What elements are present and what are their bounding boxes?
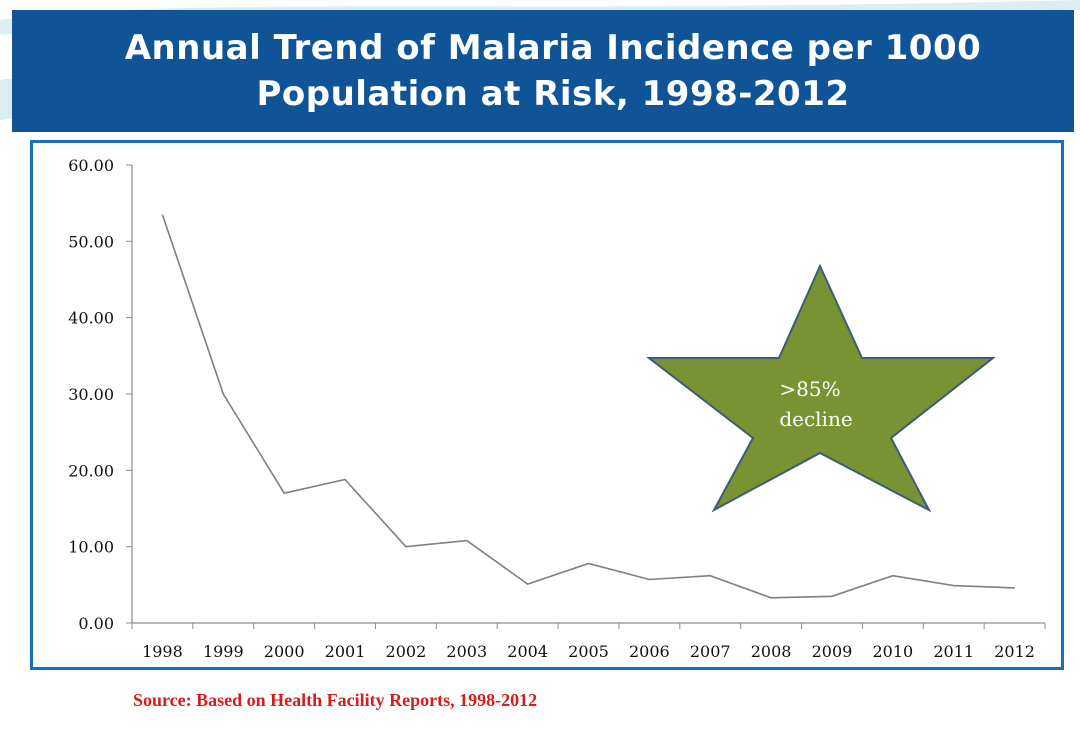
chart-frame: 0.00 10.00 20.00 30.00 40.00 50.00 60.00 1998 1…	[30, 140, 1064, 670]
y-tick-label: 60.00	[68, 156, 114, 175]
decline-star-annotation: >85% decline	[646, 263, 996, 513]
x-tick-label: 2006	[629, 642, 670, 661]
star-shape	[646, 263, 996, 513]
series-line	[161, 214, 1015, 599]
y-tick-label: 40.00	[68, 309, 114, 328]
x-axis-ticks: 1998 1999 2000 2001 2002 2003 2004 2005 2006 2007…	[131, 623, 1046, 661]
y-tick-label: 10.00	[68, 538, 114, 557]
x-tick-label: 2010	[872, 642, 913, 661]
title-banner: Annual Trend of Malaria Incidence per 10…	[12, 10, 1074, 132]
y-tick-label: 20.00	[68, 461, 114, 480]
x-tick-label: 2008	[751, 642, 792, 661]
x-tick-label: 2012	[994, 642, 1035, 661]
x-tick-label: 1998	[142, 642, 183, 661]
y-axis-ticks: 0.00 10.00 20.00 30.00 40.00 50.00 60.00	[68, 156, 132, 633]
x-tick-label: 2003	[446, 642, 487, 661]
x-tick-label: 2005	[568, 642, 609, 661]
annotation-line-1: >85%	[779, 377, 840, 401]
x-tick-label: 2011	[933, 642, 974, 661]
y-tick-label: 0.00	[78, 614, 114, 633]
annotation-line-2: decline	[779, 407, 852, 431]
source-note: Source: Based on Health Facility Reports…	[133, 690, 538, 710]
y-tick-label: 30.00	[68, 385, 114, 404]
x-tick-label: 2004	[507, 642, 548, 661]
x-tick-label: 2009	[812, 642, 853, 661]
x-tick-label: 2001	[325, 642, 366, 661]
chart-title-line-2: Population at Risk, 1998-2012	[256, 74, 850, 114]
chart-title-line-1: Annual Trend of Malaria Incidence per 10…	[124, 28, 982, 68]
y-tick-label: 50.00	[68, 232, 114, 251]
x-tick-label: 2002	[386, 642, 427, 661]
x-tick-label: 2007	[690, 642, 731, 661]
series-group	[161, 214, 1015, 599]
x-tick-label: 2000	[264, 642, 305, 661]
x-tick-label: 1999	[203, 642, 244, 661]
